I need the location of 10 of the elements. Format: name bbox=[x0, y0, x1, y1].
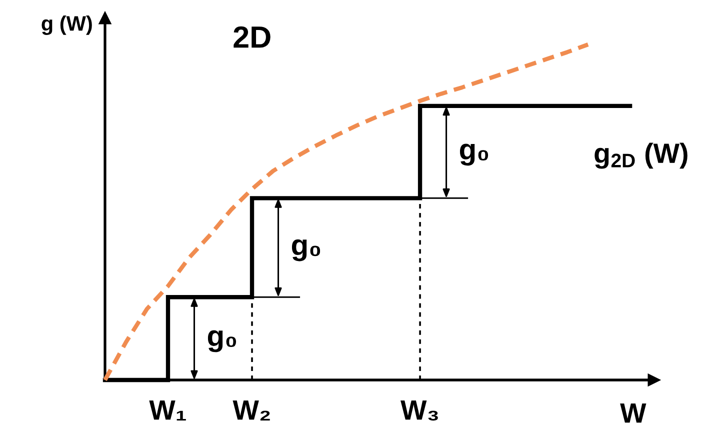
x-tick-label: W₂ bbox=[232, 400, 270, 420]
x-tick-label: W₁ bbox=[149, 400, 186, 420]
annotation: g₀ bbox=[208, 330, 236, 352]
x-tick-label: W₃ bbox=[400, 400, 438, 421]
chart-title: 2D bbox=[234, 26, 270, 48]
annotation: g₀ bbox=[460, 144, 488, 166]
y-axis-title: g (W) bbox=[42, 15, 92, 35]
annotation: g₀ bbox=[292, 239, 320, 262]
x-axis-title: W bbox=[620, 403, 646, 423]
series-label: g$_{2D}$ (W) bbox=[594, 142, 688, 169]
